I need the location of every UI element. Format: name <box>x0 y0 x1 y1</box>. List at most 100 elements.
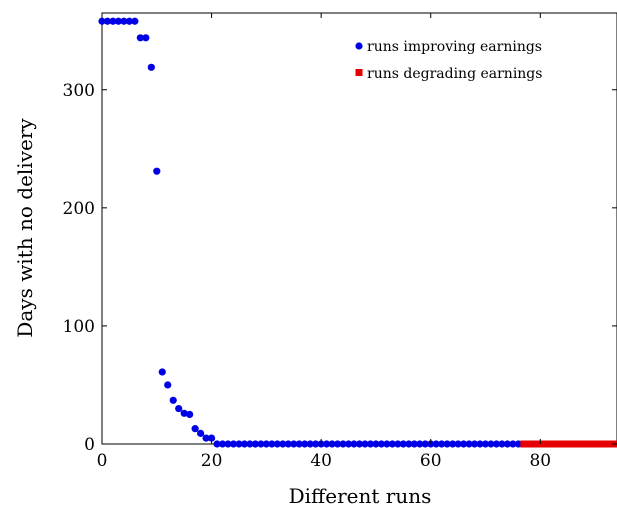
series-degrading <box>520 440 617 448</box>
data-point <box>470 440 479 448</box>
data-point <box>268 440 276 448</box>
data-point <box>383 440 391 448</box>
data-point <box>558 440 566 448</box>
data-point <box>213 440 221 448</box>
data-point <box>290 440 298 448</box>
data-point <box>410 440 418 448</box>
data-point <box>394 440 402 448</box>
data-points <box>98 17 617 448</box>
data-point <box>514 440 522 448</box>
x-tick-label: 40 <box>310 451 332 471</box>
data-point <box>257 440 265 448</box>
legend-marker-degrading <box>355 69 363 76</box>
data-point <box>520 440 528 448</box>
data-point <box>109 17 117 25</box>
data-point <box>503 440 512 448</box>
data-point <box>158 368 166 376</box>
data-point <box>361 440 369 448</box>
data-point <box>279 440 287 448</box>
data-point <box>202 434 210 442</box>
y-axis-title: Days with no delivery <box>13 118 37 338</box>
legend-label-improving: runs improving earnings <box>367 39 542 55</box>
x-tick-label: 20 <box>201 451 223 471</box>
data-point <box>328 440 336 448</box>
data-point <box>284 440 292 448</box>
data-point <box>175 404 183 413</box>
data-point <box>142 34 150 42</box>
data-point <box>487 440 495 448</box>
data-point <box>449 440 457 448</box>
data-point <box>323 440 331 448</box>
data-point <box>246 440 254 448</box>
y-tick-label: 100 <box>63 317 95 337</box>
data-point <box>114 17 123 25</box>
series-improving <box>98 17 522 448</box>
data-point <box>273 440 281 448</box>
data-point <box>492 440 501 448</box>
axis-ticks: 0 20 40 60 80 0 100 200 300 <box>63 13 617 471</box>
x-tick-label: 60 <box>420 451 442 471</box>
data-point <box>465 440 473 448</box>
legend: runs improving earnings runs degrading e… <box>355 39 542 82</box>
data-point <box>207 434 216 442</box>
data-point <box>333 440 342 448</box>
data-point <box>197 429 205 437</box>
data-point <box>350 440 358 448</box>
data-point <box>103 17 112 25</box>
data-point <box>98 17 106 25</box>
data-point <box>547 440 555 448</box>
data-point <box>421 440 429 448</box>
data-point <box>306 440 314 448</box>
data-point <box>531 440 539 448</box>
x-tick-label: 80 <box>529 451 551 471</box>
data-point <box>218 440 227 448</box>
data-point <box>131 17 139 25</box>
data-point <box>399 440 407 448</box>
data-point <box>602 440 610 448</box>
data-point <box>575 440 583 448</box>
data-point <box>525 440 533 448</box>
data-point <box>262 440 270 448</box>
data-point <box>153 167 161 175</box>
data-point <box>301 440 309 448</box>
data-point <box>498 440 506 448</box>
x-axis-title: Different runs <box>289 484 432 508</box>
data-point <box>564 440 572 448</box>
data-point <box>224 440 232 448</box>
data-point <box>608 440 616 448</box>
data-point <box>377 440 386 448</box>
data-point <box>481 440 490 448</box>
data-point <box>339 440 347 448</box>
data-point <box>229 440 238 448</box>
data-point <box>251 440 260 448</box>
data-point <box>597 440 605 448</box>
data-point <box>476 440 484 448</box>
y-tick-label: 300 <box>63 81 95 101</box>
data-point <box>509 440 517 448</box>
data-point <box>586 440 594 448</box>
data-point <box>443 440 451 448</box>
legend-label-degrading: runs degrading earnings <box>367 66 542 82</box>
data-point <box>355 440 364 448</box>
data-point <box>454 440 462 448</box>
data-point <box>569 440 577 448</box>
data-point <box>542 440 550 448</box>
data-point <box>312 440 320 448</box>
x-tick-label: 0 <box>97 451 108 471</box>
data-point <box>191 425 199 433</box>
data-point <box>459 440 468 448</box>
data-point <box>125 17 133 25</box>
y-tick-label: 200 <box>63 199 95 219</box>
data-point <box>180 409 188 417</box>
data-point <box>235 440 243 448</box>
data-point <box>405 440 413 448</box>
data-point <box>186 410 194 419</box>
data-point <box>553 440 561 448</box>
data-point <box>120 17 128 25</box>
data-point <box>388 440 396 448</box>
data-point <box>136 34 144 42</box>
data-point <box>164 381 172 389</box>
data-point <box>240 440 249 448</box>
data-point <box>366 440 375 448</box>
